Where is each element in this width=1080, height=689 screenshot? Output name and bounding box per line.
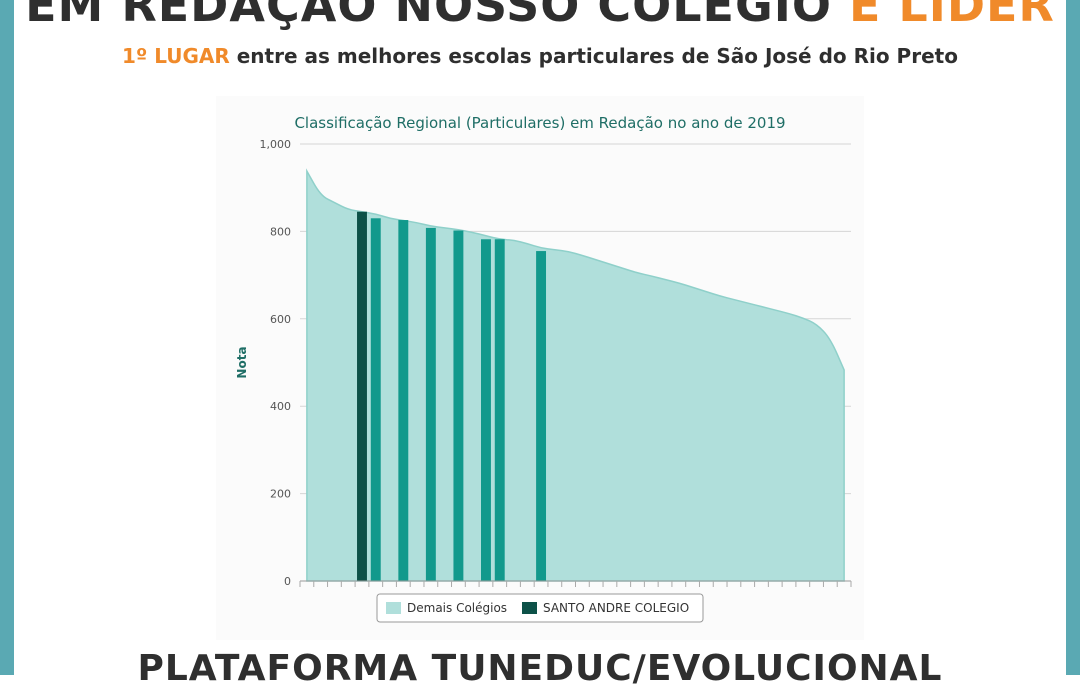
headline-accent: É LÍDER [848,0,1055,32]
footer-title: PLATAFORMA TUNEDUC/EVOLUCIONAL [137,648,943,689]
legend-swatch-demais [386,602,401,614]
bar-highlight [494,239,505,582]
bar-santo-andre [357,211,367,582]
bar-highlight [453,230,464,581]
area-series-demais-colegios [306,168,845,582]
y-tick-label: 400 [270,400,291,413]
y-axis-label: Nota [235,346,249,378]
frame-right [1066,0,1080,675]
legend-label-santo-andre: SANTO ANDRE COLEGIO [543,601,689,615]
y-tick-label: 600 [270,313,291,326]
bar-highlight [370,218,381,581]
bar-highlight [398,220,409,581]
legend-swatch-santo-andre [522,602,537,614]
bar-highlight [536,251,547,581]
subhead-accent: 1º LUGAR [122,44,230,68]
legend-box [376,593,704,623]
frame-left [0,0,14,675]
bar-highlight [425,227,436,582]
headline: EM REDAÇÃO NOSSO COLÉGIO É LÍDER [0,0,1080,32]
chart-title: Classificação Regional (Particulares) em… [294,114,785,132]
y-tick-label: 0 [284,575,291,588]
y-tick-label: 200 [270,488,291,501]
y-tick-label: 800 [270,225,291,238]
bar-highlight [481,239,491,582]
legend-label-demais: Demais Colégios [407,601,507,615]
y-tick-label: 1,000 [260,138,292,151]
subhead: 1º LUGAR entre as melhores escolas parti… [0,44,1080,68]
subhead-rest: entre as melhores escolas particulares d… [229,44,958,68]
headline-main: EM REDAÇÃO NOSSO COLÉGIO [25,0,849,32]
ranking-chart: Classificação Regional (Particulares) em… [235,114,852,623]
